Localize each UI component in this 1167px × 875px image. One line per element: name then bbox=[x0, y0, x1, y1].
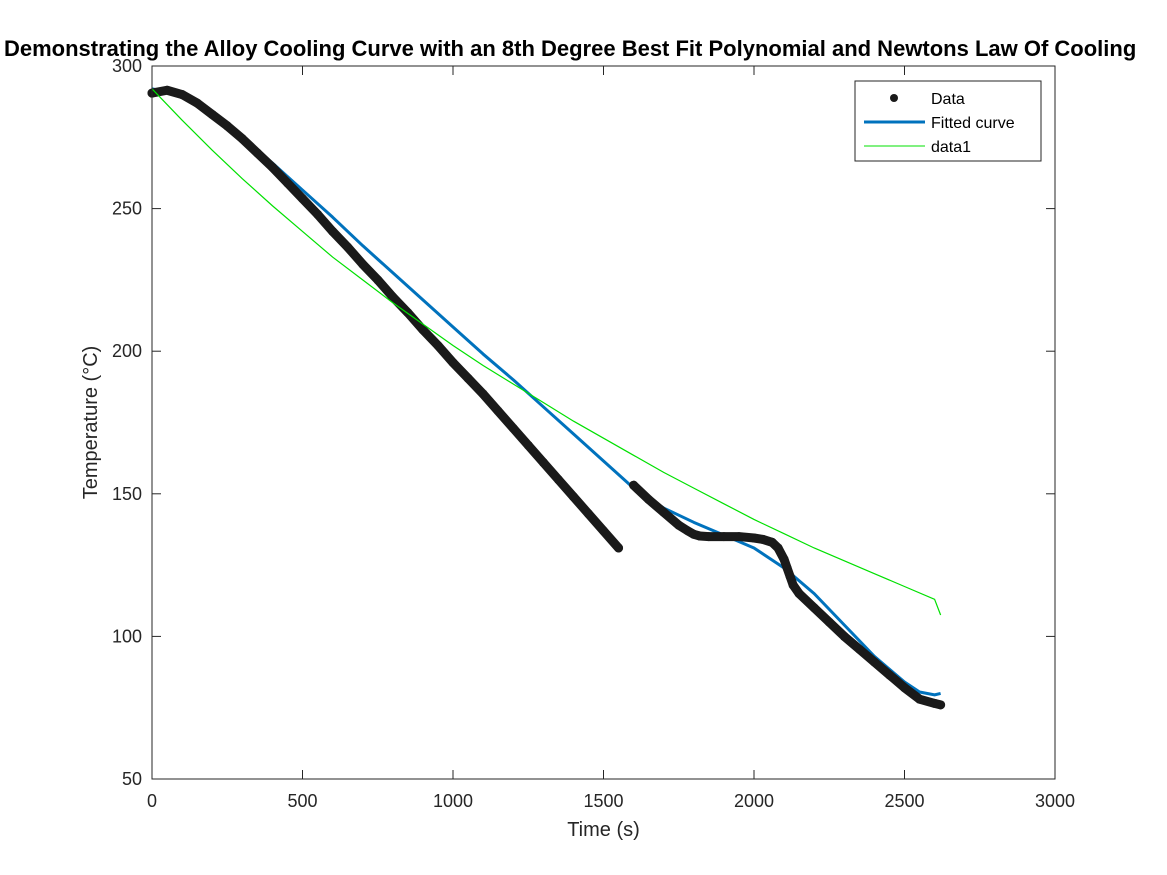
data-point bbox=[809, 603, 819, 613]
data-point bbox=[448, 358, 458, 368]
y-tick-label: 300 bbox=[112, 56, 142, 76]
series-data1-line bbox=[151, 88, 942, 616]
data-point bbox=[523, 440, 533, 450]
data-point bbox=[629, 480, 639, 490]
data-point bbox=[749, 533, 759, 543]
data-point bbox=[538, 457, 548, 467]
x-tick-label: 3000 bbox=[1035, 791, 1075, 811]
data-point bbox=[207, 109, 217, 119]
data-point bbox=[493, 406, 503, 416]
x-axis-label: Time (s) bbox=[567, 819, 640, 841]
x-tick-label: 2000 bbox=[734, 791, 774, 811]
data-point bbox=[418, 325, 428, 335]
data-point bbox=[695, 531, 705, 541]
data-point bbox=[869, 657, 879, 667]
data-point bbox=[343, 242, 353, 252]
legend-label-newton: data1 bbox=[931, 139, 971, 156]
legend: Data Fitted curve data1 bbox=[854, 80, 1042, 162]
data-point bbox=[659, 507, 669, 517]
data-point bbox=[388, 292, 398, 302]
data-point bbox=[583, 509, 593, 519]
data-point bbox=[313, 209, 323, 219]
data-point bbox=[767, 537, 777, 547]
legend-marker-data bbox=[890, 94, 898, 102]
data-point bbox=[177, 90, 187, 100]
data-point bbox=[222, 121, 232, 131]
data-point bbox=[900, 683, 909, 693]
data-point bbox=[282, 178, 292, 188]
data-point bbox=[915, 694, 925, 704]
data-point bbox=[884, 670, 894, 680]
data-point bbox=[824, 617, 834, 627]
y-tick-label: 200 bbox=[112, 341, 142, 361]
x-tick-label: 1000 bbox=[433, 791, 473, 811]
data-point bbox=[614, 543, 624, 553]
data-point bbox=[568, 492, 578, 502]
x-tick-label: 2500 bbox=[884, 791, 924, 811]
y-tick-label: 250 bbox=[112, 199, 142, 219]
legend-label-fit: Fitted curve bbox=[931, 115, 1015, 132]
data-point bbox=[704, 532, 714, 542]
data-point bbox=[644, 495, 654, 505]
data-point bbox=[508, 423, 518, 433]
x-tick-label: 0 bbox=[147, 791, 157, 811]
data-point bbox=[433, 340, 443, 350]
data-point bbox=[267, 162, 277, 172]
data-point bbox=[373, 275, 383, 285]
data-point bbox=[839, 631, 849, 641]
data-point bbox=[854, 644, 864, 654]
y-axis-label: Temperature (°C) bbox=[80, 346, 102, 500]
y-tick-label: 50 bbox=[122, 769, 142, 789]
legend-label-data: Data bbox=[931, 91, 965, 108]
plot-area bbox=[152, 66, 1055, 779]
data-point bbox=[734, 532, 744, 542]
data-point bbox=[674, 520, 684, 530]
data-point bbox=[758, 534, 768, 544]
y-tick-label: 150 bbox=[112, 484, 142, 504]
data-point bbox=[358, 259, 368, 269]
data-point bbox=[785, 572, 795, 582]
y-tick-label: 100 bbox=[112, 626, 142, 646]
data-point bbox=[328, 226, 338, 236]
data-point bbox=[553, 475, 563, 485]
data-point bbox=[298, 194, 307, 204]
data-point bbox=[794, 589, 804, 599]
data-point bbox=[237, 134, 247, 144]
data-point bbox=[599, 526, 608, 536]
data-point bbox=[719, 532, 729, 542]
x-tick-label: 500 bbox=[287, 791, 317, 811]
x-tick-label: 1500 bbox=[583, 791, 623, 811]
data-point bbox=[788, 580, 798, 590]
data-point bbox=[252, 148, 262, 158]
data-point bbox=[463, 373, 473, 383]
data-point bbox=[773, 543, 783, 553]
data-point bbox=[192, 98, 202, 108]
data-point bbox=[478, 389, 488, 399]
data-point bbox=[162, 85, 172, 95]
data-point bbox=[779, 554, 789, 564]
data-point bbox=[782, 563, 792, 573]
data-point bbox=[936, 700, 946, 710]
chart-title: Demonstrating the Alloy Cooling Curve wi… bbox=[4, 36, 1136, 61]
